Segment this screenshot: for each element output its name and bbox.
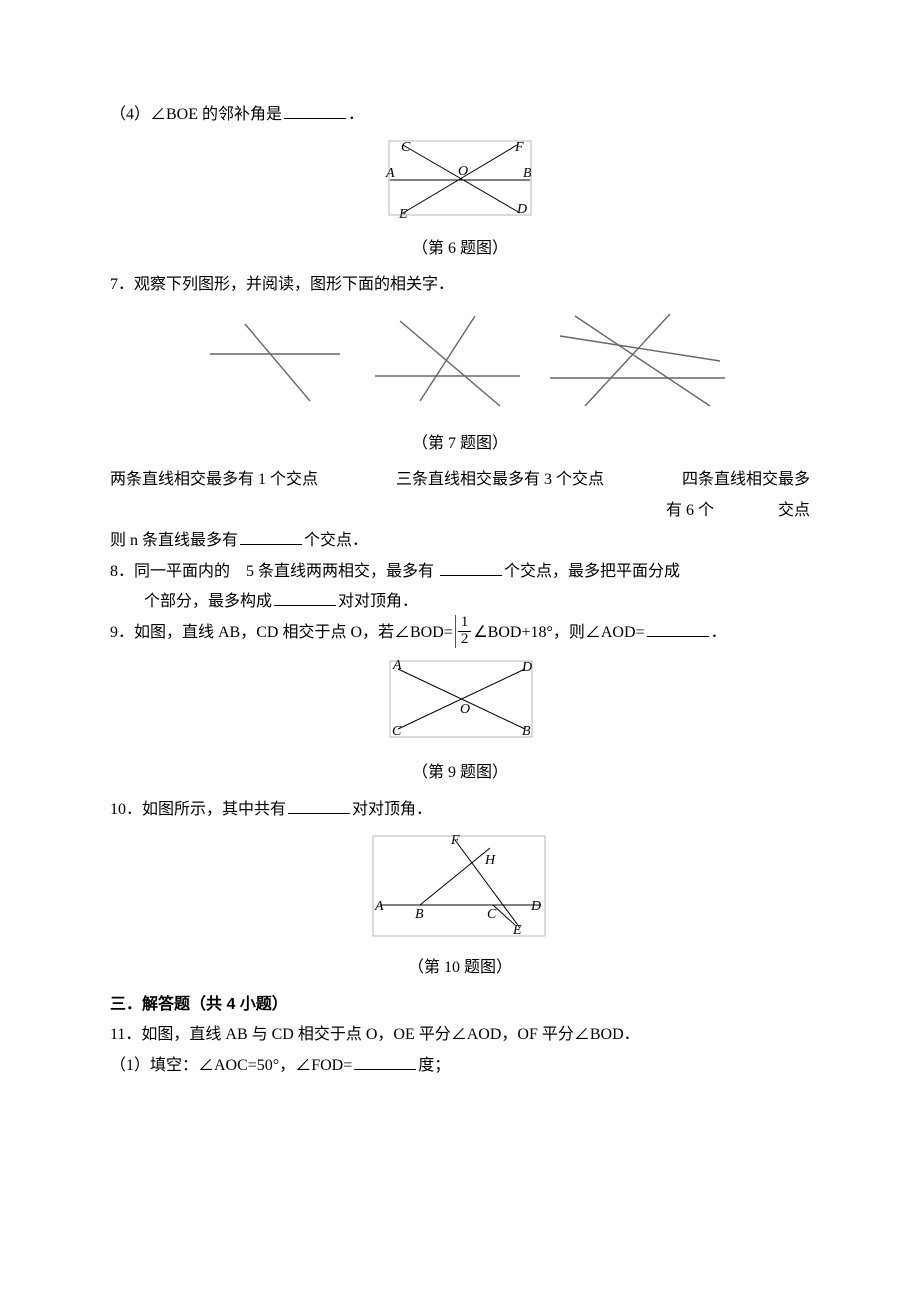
q7-conclusion: 则 n 条直线最多有 个交点．	[110, 526, 810, 556]
svg-text:O: O	[458, 164, 468, 179]
q10-line: 10．如图所示，其中共有 对对顶角．	[110, 795, 810, 825]
q11-p1-prefix: （1）填空：∠AOC=50°，∠FOD=	[110, 1057, 352, 1074]
q7-conclusion-suffix: 个交点．	[304, 532, 368, 549]
q7-desc-b: 三条直线相交最多有 3 个交点	[396, 465, 664, 495]
q10-prefix: 10．如图所示，其中共有	[110, 801, 286, 818]
svg-text:E: E	[398, 207, 408, 220]
q8-line1: 8．同一平面内的 5 条直线两两相交，最多有 个交点，最多把平面分成	[110, 557, 810, 587]
q8-blank1	[440, 560, 502, 576]
svg-text:F: F	[450, 833, 460, 848]
q10-blank	[288, 798, 350, 814]
q7-desc-row1: 两条直线相交最多有 1 个交点 三条直线相交最多有 3 个交点 四条直线相交最多	[110, 465, 810, 495]
q9-suffix: ．	[711, 624, 727, 641]
q11-part1: （1）填空：∠AOC=50°，∠FOD= 度；	[110, 1051, 810, 1081]
q9-prefix: 9．如图，直线 AB，CD 相交于点 O，若∠BOD=	[110, 624, 453, 641]
svg-text:B: B	[415, 907, 424, 922]
q8-blank2	[274, 590, 336, 606]
q10-suffix: 对对顶角．	[352, 801, 432, 818]
q6-part4-prefix: （4）∠BOE 的邻补角是	[110, 106, 282, 123]
q7-conclusion-prefix: 则 n 条直线最多有	[110, 532, 238, 549]
q6-part4: （4）∠BOE 的邻补角是 ．	[110, 100, 810, 130]
q10-caption: （第 10 题图）	[110, 953, 810, 983]
q7-conclusion-blank	[240, 529, 302, 545]
svg-text:O: O	[460, 702, 470, 717]
q7-desc-c: 四条直线相交最多	[682, 465, 810, 495]
svg-text:H: H	[484, 853, 496, 868]
q9-figure: A D O C B	[110, 655, 810, 756]
q8-line2-prefix: 个部分，最多构成	[144, 593, 272, 610]
q10-figure: F H A B C D E	[110, 830, 810, 951]
q8-prefix: 8．同一平面内的 5 条直线两两相交，最多有	[110, 563, 438, 580]
q11-stem: 11．如图，直线 AB 与 CD 相交于点 O，OE 平分∠AOD，OF 平分∠…	[110, 1020, 810, 1050]
q7-desc-a: 两条直线相交最多有 1 个交点	[110, 465, 378, 495]
svg-text:B: B	[523, 166, 532, 181]
q8-line2-suffix: 对对顶角．	[338, 593, 418, 610]
q9-frac-den: 2	[458, 632, 472, 648]
svg-text:C: C	[401, 140, 411, 155]
q9-frac-num: 1	[458, 615, 472, 632]
q6-part4-blank	[284, 103, 346, 119]
q9-blank	[647, 621, 709, 637]
q9-mid: ∠BOD+18°，则∠AOD=	[473, 624, 644, 641]
section3-heading: 三．解答题（共 4 小题）	[110, 990, 810, 1020]
svg-text:D: D	[530, 899, 541, 914]
q7-stem: 7．观察下列图形，并阅读，图形下面的相关字．	[110, 270, 810, 300]
q7-figure	[110, 306, 810, 427]
q9-fraction: 12	[455, 615, 472, 648]
svg-text:F: F	[514, 140, 524, 155]
q6-part4-suffix: ．	[348, 106, 364, 123]
svg-text:A: A	[374, 899, 384, 914]
svg-text:C: C	[487, 907, 497, 922]
svg-text:A: A	[385, 166, 395, 181]
q6-caption: （第 6 题图）	[110, 234, 810, 264]
q8-line2: 个部分，最多构成 对对顶角．	[110, 587, 810, 617]
q11-p1-suffix: 度；	[418, 1057, 450, 1074]
svg-text:A: A	[392, 658, 402, 673]
q6-figure: C F A O B E D	[110, 135, 810, 231]
q11-p1-blank	[354, 1054, 416, 1070]
q7-desc-row2: 有 6 个 交点	[110, 496, 810, 526]
q7-caption: （第 7 题图）	[110, 429, 810, 459]
q9-caption: （第 9 题图）	[110, 758, 810, 788]
q9-line: 9．如图，直线 AB，CD 相交于点 O，若∠BOD=12∠BOD+18°，则∠…	[110, 617, 810, 650]
q8-mid: 个交点，最多把平面分成	[504, 563, 680, 580]
svg-text:D: D	[521, 660, 532, 675]
